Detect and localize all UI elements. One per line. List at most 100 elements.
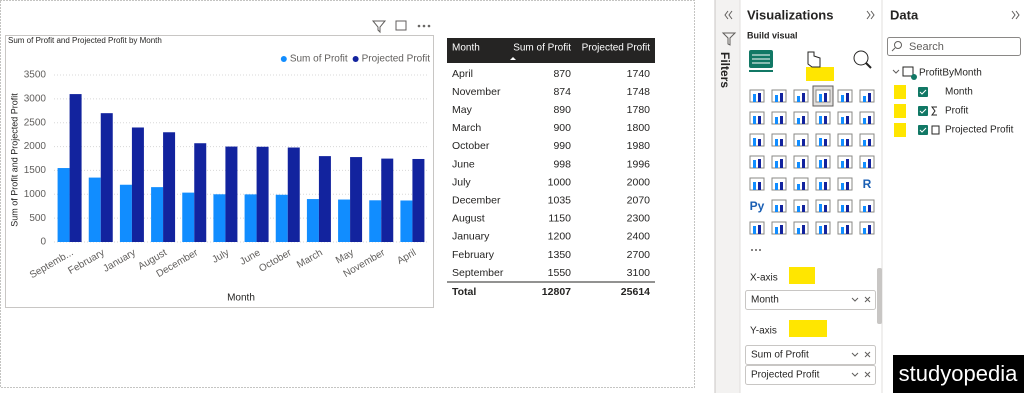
bar[interactable] xyxy=(69,94,82,242)
visual-icon[interactable] xyxy=(815,177,831,191)
icon-accent xyxy=(846,139,849,146)
more-visuals[interactable] xyxy=(751,249,753,251)
visual-icon[interactable] xyxy=(859,221,875,235)
visual-icon-label[interactable]: R xyxy=(863,177,872,191)
visual-icon[interactable] xyxy=(793,111,809,125)
bar[interactable] xyxy=(57,168,70,242)
expand-filters[interactable] xyxy=(724,10,733,20)
visual-icon[interactable] xyxy=(771,155,787,169)
visual-icon[interactable] xyxy=(837,221,853,235)
visual-icon[interactable] xyxy=(793,89,809,103)
search-placeholder[interactable]: Search xyxy=(909,41,944,53)
collapse-pane[interactable] xyxy=(866,10,875,20)
visual-icon[interactable] xyxy=(749,155,765,169)
bar[interactable] xyxy=(163,132,176,242)
expand-table[interactable] xyxy=(892,69,900,74)
visual-icon[interactable] xyxy=(793,221,809,235)
visual-icon[interactable] xyxy=(815,221,831,235)
field-pill[interactable]: Sum of Profit xyxy=(745,345,876,365)
visual-icon[interactable] xyxy=(837,111,853,125)
column-header[interactable]: Month xyxy=(452,43,480,54)
field-pill[interactable]: Month xyxy=(745,290,876,310)
field-name[interactable]: Projected Profit xyxy=(945,125,1014,136)
visual-icon[interactable] xyxy=(837,199,853,213)
bar[interactable] xyxy=(119,184,132,242)
visual-icon[interactable] xyxy=(771,221,787,235)
bar[interactable] xyxy=(182,192,195,242)
column-header[interactable]: Projected Profit xyxy=(582,43,651,54)
field-checkbox[interactable] xyxy=(918,106,928,116)
search-box[interactable] xyxy=(887,37,1021,56)
visual-icon[interactable] xyxy=(837,155,853,169)
table-visual[interactable]: Month Sum of Profit Projected Profit April 8… xyxy=(447,38,655,298)
bar[interactable] xyxy=(350,157,363,242)
table-name[interactable]: ProfitByMonth xyxy=(919,68,982,79)
visual-icon[interactable] xyxy=(749,89,765,103)
visual-icon[interactable] xyxy=(793,133,809,147)
analytics-tab[interactable] xyxy=(853,50,869,66)
visual-icon[interactable] xyxy=(749,221,765,235)
visual-icon[interactable] xyxy=(837,177,853,191)
visual-icon[interactable] xyxy=(837,89,853,103)
collapse-pane[interactable] xyxy=(1011,10,1020,20)
bar[interactable] xyxy=(306,199,319,242)
visual-icon[interactable] xyxy=(771,111,787,125)
visual-icon[interactable] xyxy=(793,155,809,169)
visual-icon[interactable] xyxy=(771,199,787,213)
visual-icon[interactable] xyxy=(771,133,787,147)
bar[interactable] xyxy=(256,146,269,242)
bar[interactable] xyxy=(412,158,425,242)
table-cell: June xyxy=(452,158,475,170)
visual-icon[interactable] xyxy=(815,89,831,103)
visual-icon[interactable] xyxy=(859,199,875,213)
table-cell: 1780 xyxy=(627,104,651,116)
bar[interactable] xyxy=(225,146,238,242)
visual-icon[interactable] xyxy=(859,133,875,147)
field-checkbox[interactable] xyxy=(918,87,928,97)
field-name[interactable]: Profit xyxy=(945,106,969,117)
visual-icon[interactable] xyxy=(815,111,831,125)
bar[interactable] xyxy=(131,127,144,242)
bar[interactable] xyxy=(318,156,331,242)
visual-icon[interactable] xyxy=(859,111,875,125)
visual-icon[interactable] xyxy=(793,199,809,213)
scrollbar[interactable] xyxy=(877,268,882,324)
visual-icon[interactable] xyxy=(815,199,831,213)
bar[interactable] xyxy=(213,194,226,242)
format-visual-tab[interactable] xyxy=(807,51,821,68)
visual-icon[interactable] xyxy=(749,111,765,125)
visual-icon[interactable] xyxy=(793,177,809,191)
bar[interactable] xyxy=(369,200,382,242)
bar[interactable] xyxy=(287,147,300,242)
visual-header-icons[interactable] xyxy=(371,20,431,34)
visual-icon[interactable] xyxy=(771,89,787,103)
bar[interactable] xyxy=(194,143,207,242)
visual-icon[interactable] xyxy=(815,155,831,169)
visual-icon[interactable] xyxy=(771,177,787,191)
bar[interactable] xyxy=(100,113,113,243)
more-visuals[interactable] xyxy=(759,249,761,251)
bar[interactable] xyxy=(275,194,288,242)
bar[interactable] xyxy=(381,158,394,242)
visual-icon[interactable] xyxy=(749,177,765,191)
bar[interactable] xyxy=(400,200,413,242)
visual-icon[interactable] xyxy=(749,133,765,147)
field-checkbox[interactable] xyxy=(918,125,928,135)
bar[interactable] xyxy=(151,187,164,242)
visual-icon[interactable] xyxy=(859,89,875,103)
bar[interactable] xyxy=(338,199,351,242)
column-header[interactable]: Sum of Profit xyxy=(513,43,571,54)
table-cell: 1200 xyxy=(548,231,572,243)
bar[interactable] xyxy=(88,177,101,242)
search-icon xyxy=(891,47,896,52)
bar[interactable] xyxy=(244,194,257,242)
visual-icon[interactable] xyxy=(859,155,875,169)
visual-icon[interactable] xyxy=(815,133,831,147)
field-name[interactable]: Month xyxy=(945,87,973,98)
more-visuals[interactable] xyxy=(755,249,757,251)
field-pill[interactable]: Projected Profit xyxy=(745,365,876,385)
visual-icon-label[interactable]: Py xyxy=(750,199,765,213)
filters-label[interactable]: Filters xyxy=(718,52,732,88)
visual-icon[interactable] xyxy=(837,133,853,147)
visual-border[interactable] xyxy=(5,35,434,308)
